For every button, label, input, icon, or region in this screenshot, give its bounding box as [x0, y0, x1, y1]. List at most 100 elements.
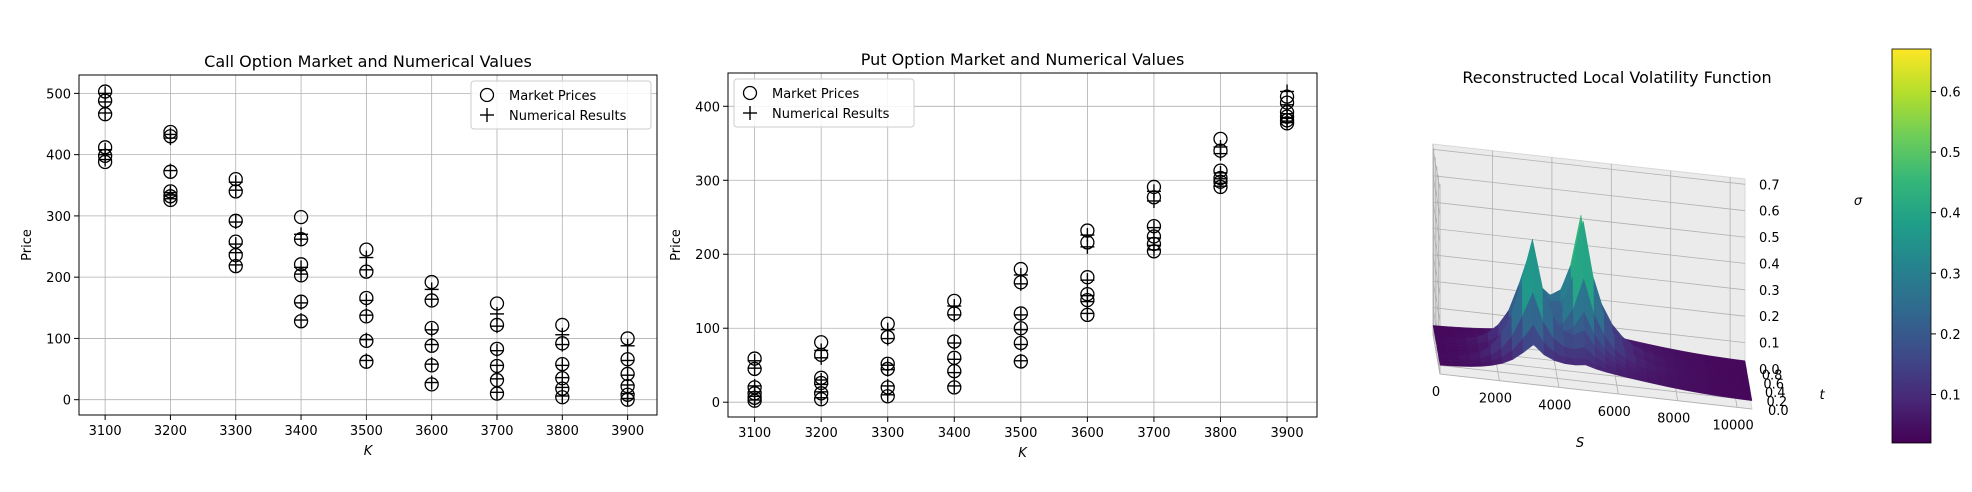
plot-frame — [78, 74, 658, 416]
numerical-result-point — [98, 152, 113, 167]
numerical-result-point — [620, 391, 635, 406]
numerical-result-point — [620, 353, 635, 368]
legend: Market Prices Numerical Results — [470, 80, 652, 130]
surface-facet — [1449, 363, 1462, 367]
colorbar-tick-label: 0.4 — [1940, 207, 1961, 222]
colorbar-tick-label: 0.5 — [1940, 146, 1961, 161]
legend-plus-marker — [743, 106, 757, 120]
t-tick-label: 0.0 — [1768, 404, 1789, 419]
y-tick-label: 500 — [46, 87, 71, 102]
numerical-result-point — [1013, 322, 1028, 337]
legend-label-market-prices: Market Prices — [772, 87, 860, 102]
s-tick-label: 4000 — [1538, 398, 1571, 413]
numerical-result-point — [489, 371, 504, 386]
numerical-result-point — [294, 295, 309, 310]
z-gridline — [1432, 175, 1746, 216]
numerical-result-point — [947, 378, 962, 393]
surface-facet — [1460, 363, 1472, 367]
numerical-result-point — [228, 257, 243, 272]
legend: Market Prices Numerical Results — [733, 78, 915, 128]
numerical-result-point — [1080, 228, 1095, 243]
numerical-result-point — [1080, 306, 1095, 321]
x-tick-label: 3600 — [1071, 426, 1104, 441]
t-tick-label: 0.2 — [1766, 395, 1787, 410]
numerical-result-point — [1213, 146, 1228, 161]
series-numerical-results — [747, 84, 1295, 407]
numerical-result-point — [947, 352, 962, 367]
x-axis-label: K — [364, 444, 374, 459]
x-tick-label: 3900 — [1271, 426, 1304, 441]
legend-circle-marker — [742, 85, 758, 101]
colorbar-tick-label: 0.3 — [1940, 267, 1961, 282]
sigma-axis-label: σ — [1854, 194, 1863, 209]
surface-facet — [1448, 356, 1461, 361]
x-axis-label: K — [1018, 446, 1028, 461]
y-tick-label: 200 — [695, 248, 720, 263]
z-gridline — [1432, 148, 1746, 190]
numerical-result-point — [947, 365, 962, 380]
colorbar-gradient — [1891, 48, 1932, 444]
numerical-result-point — [424, 322, 439, 337]
numerical-result-point — [359, 262, 374, 277]
x-tick-label: 3200 — [805, 426, 838, 441]
x-tick-label: 3800 — [546, 424, 579, 439]
y-tick-label: 100 — [46, 332, 71, 347]
surface-facet — [1740, 396, 1753, 401]
plot-frame — [727, 72, 1318, 418]
legend-plus-marker — [480, 108, 494, 122]
surface-facet — [1459, 359, 1472, 365]
legend-circle-marker — [479, 87, 495, 103]
z-tick-label: 0.5 — [1759, 231, 1780, 246]
numerical-result-point — [359, 332, 374, 347]
numerical-result-point — [1013, 307, 1028, 322]
colorbar-tick-label: 0.6 — [1940, 85, 1961, 100]
legend-box — [733, 78, 915, 128]
legend-label-market-prices: Market Prices — [509, 89, 597, 104]
numerical-result-point — [359, 353, 374, 368]
numerical-result-point — [424, 292, 439, 307]
x-tick-label: 3100 — [738, 426, 771, 441]
numerical-result-point — [489, 385, 504, 400]
s-tick-label: 8000 — [1657, 412, 1690, 427]
y-tick-label: 0 — [712, 396, 720, 411]
x-tick-label: 3200 — [154, 424, 187, 439]
y-tick-label: 200 — [46, 271, 71, 286]
z-gridline — [1432, 254, 1746, 295]
y-tick-label: 100 — [695, 322, 720, 337]
s-tick-label: 6000 — [1598, 405, 1631, 420]
t-tick-label: 0.6 — [1763, 377, 1784, 392]
numerical-result-point — [228, 215, 243, 230]
numerical-result-point — [555, 337, 570, 352]
put-option-chart: 3100 3200 3300 3400 3500 3600 3700 3800 3900 0 100… — [669, 50, 1318, 461]
z-tick-label: 0.0 — [1759, 363, 1780, 378]
numerical-result-point — [359, 308, 374, 323]
x-tick-label: 3500 — [1004, 426, 1037, 441]
numerical-result-point — [880, 387, 895, 402]
numerical-result-point — [359, 250, 374, 265]
surface-facet — [1446, 342, 1458, 346]
surface-facet — [1457, 347, 1469, 351]
t-tick-label: 0.8 — [1762, 368, 1783, 383]
x-tick-label: 3400 — [938, 426, 971, 441]
legend-label-numerical-results: Numerical Results — [772, 107, 890, 122]
numerical-result-point — [163, 163, 178, 178]
s-tick-label: 10000 — [1712, 418, 1753, 433]
z-gridline — [1432, 201, 1746, 243]
surface-facet — [1457, 344, 1469, 349]
numerical-result-point — [1013, 337, 1028, 352]
numerical-result-point — [1013, 353, 1028, 368]
x-tick-label: 3900 — [611, 424, 644, 439]
x-tick-label: 3300 — [219, 424, 252, 439]
x-tick-label: 3700 — [480, 424, 513, 439]
x-tick-label: 3800 — [1204, 426, 1237, 441]
numerical-result-point — [1080, 273, 1095, 288]
numerical-result-point — [1146, 242, 1161, 257]
y-axis-label: Price — [669, 229, 684, 261]
surface — [1432, 215, 1753, 401]
numerical-result-point — [294, 232, 309, 247]
numerical-result-point — [880, 331, 895, 346]
numerical-result-point — [814, 350, 829, 365]
numerical-result-point — [424, 337, 439, 352]
numerical-result-point — [1080, 239, 1095, 254]
